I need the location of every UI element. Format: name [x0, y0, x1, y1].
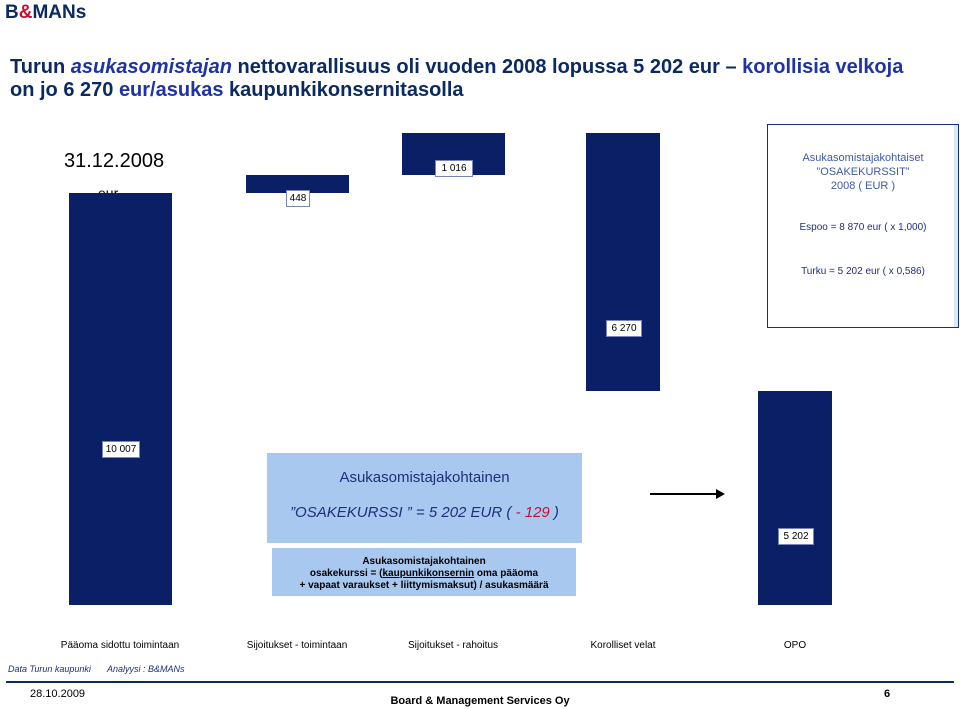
- page-title: Turun asukasomistajan nettovarallisuus o…: [10, 56, 904, 101]
- arrow-line: [650, 493, 722, 495]
- formula-line-2: osakekurssi = (kaupunkikonsernin oma pää…: [309, 568, 539, 579]
- chart-bar: [758, 391, 832, 605]
- arrow-right-icon: [716, 489, 725, 499]
- footer-date: 28.10.2009: [30, 688, 86, 700]
- footer-source: Data Turun kaupunki: [8, 664, 91, 674]
- info-espoo: Espoo = 8 870 eur ( x 1,000): [799, 222, 927, 233]
- info-turku: Turku = 5 202 eur ( x 0,586): [801, 266, 925, 277]
- category-label: Korolliset velat: [590, 640, 656, 651]
- brand-logo: B&MANs: [5, 2, 87, 23]
- info-box: Asukasomistajakohtaiset ”OSAKEKURSSIT” 2…: [767, 124, 959, 328]
- chart-bar: [586, 133, 660, 392]
- callout-share-price: Asukasomistajakohtainen ”OSAKEKURSSI ” =…: [267, 453, 582, 543]
- category-label: Sijoitukset - rahoitus: [407, 640, 499, 651]
- category-label: Pääoma sidottu toimintaan: [60, 640, 180, 651]
- callout-title: Asukasomistajakohtainen: [339, 469, 510, 486]
- callout-formula: Asukasomistajakohtainen osakekurssi = (k…: [272, 548, 576, 596]
- formula-line-1: Asukasomistajakohtainen: [362, 556, 486, 567]
- chart-date-label: 31.12.2008: [64, 150, 165, 172]
- bar-value-label: 10 007: [102, 441, 140, 458]
- chart-bar: [245, 174, 349, 194]
- chart-bar: [68, 193, 172, 605]
- footer-organization: Board & Management Services Oy: [390, 695, 570, 707]
- bar-value-label: 1 016: [435, 159, 473, 177]
- footer-analysis: Analyysi : B&MANs: [107, 664, 185, 674]
- category-label: Sijoitukset - toimintaan: [246, 640, 348, 651]
- category-label: OPO: [783, 640, 807, 651]
- formula-line-3: + vapaat varaukset + liittymismaksut) / …: [299, 580, 549, 591]
- callout-value-line: ”OSAKEKURSSI ” = 5 202 EUR ( - 129 ): [290, 504, 559, 521]
- bar-value-label: 5 202: [778, 528, 814, 545]
- bar-value-label: 6 270: [606, 320, 642, 337]
- bar-value-label: 448: [286, 190, 310, 208]
- footer-divider: [6, 681, 954, 683]
- page-number: 6: [884, 688, 891, 700]
- info-box-header: Asukasomistajakohtaiset ”OSAKEKURSSIT” 2…: [802, 152, 924, 192]
